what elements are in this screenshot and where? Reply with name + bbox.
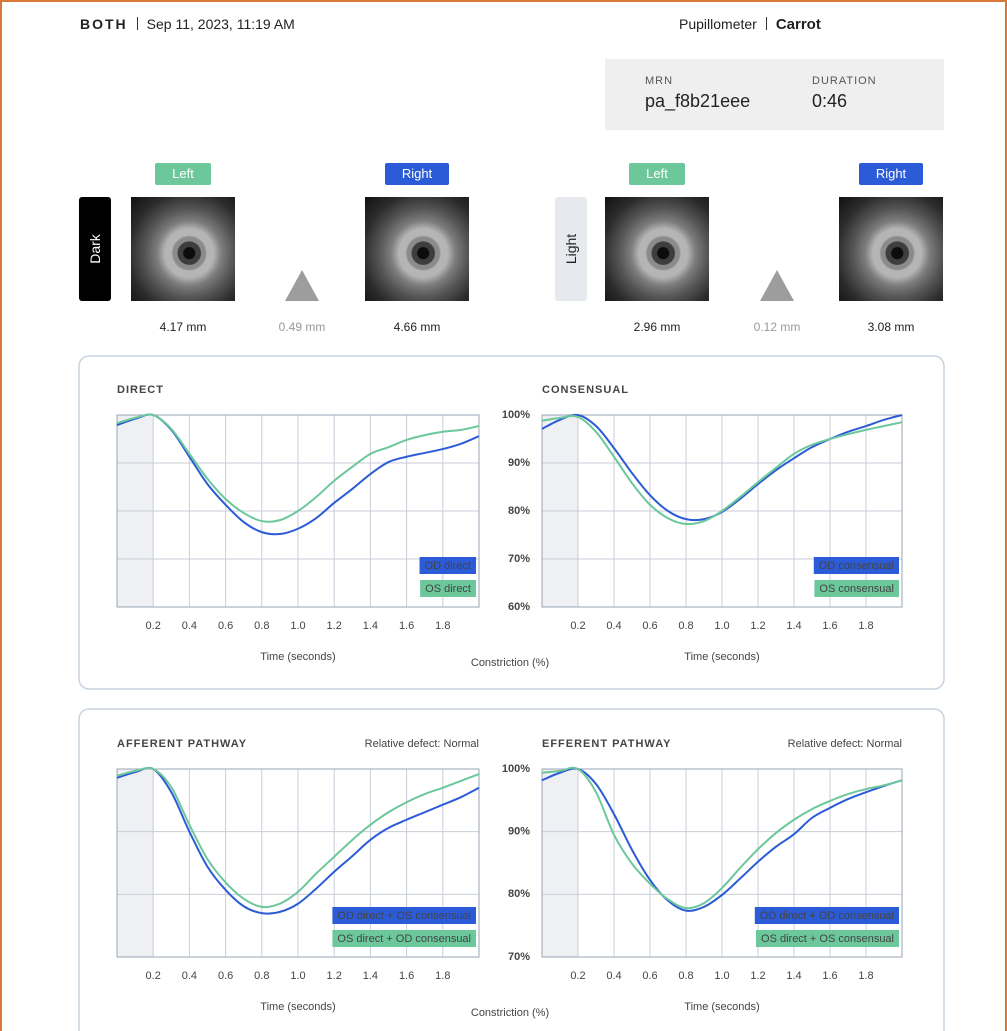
y-tick-label: 80% [508, 505, 530, 517]
baseline-region [542, 769, 578, 957]
legend-label: OD consensual [819, 560, 894, 572]
x-tick-label: 0.6 [218, 620, 233, 632]
x-tick-label: 0.2 [570, 620, 585, 632]
x-tick-label: 1.2 [327, 970, 342, 982]
x-tick-label: 1.0 [290, 970, 305, 982]
y-tick-label: 60% [508, 601, 530, 613]
y-axis-label: Constriction (%) [471, 657, 549, 669]
y-tick-label: 100% [502, 409, 530, 421]
x-axis-label: Time (seconds) [260, 1001, 335, 1013]
x-tick-label: 1.0 [290, 620, 305, 632]
x-tick-label: 1.0 [714, 970, 729, 982]
x-tick-label: 0.8 [254, 620, 269, 632]
x-tick-label: 1.2 [327, 620, 342, 632]
x-tick-label: 1.6 [399, 970, 414, 982]
x-tick-label: 1.8 [435, 970, 450, 982]
y-axis-label: Constriction (%) [471, 1007, 549, 1019]
x-tick-label: 1.2 [750, 970, 765, 982]
annotation: Relative defect: Normal [788, 738, 902, 750]
x-tick-label: 0.4 [606, 970, 621, 982]
x-tick-label: 1.6 [399, 620, 414, 632]
chart-title: EFFERENT PATHWAY [542, 738, 671, 750]
x-tick-label: 1.2 [750, 620, 765, 632]
y-tick-label: 80% [508, 888, 530, 900]
x-tick-label: 0.2 [146, 970, 161, 982]
x-tick-label: 1.8 [858, 620, 873, 632]
chart-title: CONSENSUAL [542, 384, 629, 396]
legend-label: OD direct [425, 560, 471, 572]
chart-title: DIRECT [117, 384, 164, 396]
x-tick-label: 1.8 [435, 620, 450, 632]
chart-title: AFFERENT PATHWAY [117, 738, 247, 750]
x-tick-label: 1.6 [822, 620, 837, 632]
x-axis-label: Time (seconds) [684, 651, 759, 663]
legend-label: OS direct [425, 583, 471, 595]
y-tick-label: 70% [508, 553, 530, 565]
legend-label: OD direct + OD consensual [760, 910, 894, 922]
x-axis-label: Time (seconds) [684, 1001, 759, 1013]
x-tick-label: 1.0 [714, 620, 729, 632]
x-tick-label: 0.8 [678, 970, 693, 982]
charts: DIRECT 0.2 0.4 0.6 0.8 1.0 1.2 1.4 1.6 1.8 Time (s… [2, 2, 1005, 1031]
baseline-region [117, 769, 153, 957]
y-tick-label: 70% [508, 951, 530, 963]
x-tick-label: 1.4 [786, 970, 801, 982]
x-tick-label: 1.4 [786, 620, 801, 632]
x-tick-label: 0.2 [570, 970, 585, 982]
legend-label: OS direct + OD consensual [337, 933, 471, 945]
annotation: Relative defect: Normal [365, 738, 479, 750]
y-tick-label: 90% [508, 826, 530, 838]
x-tick-label: 1.4 [363, 620, 378, 632]
x-tick-label: 1.6 [822, 970, 837, 982]
x-tick-label: 0.2 [146, 620, 161, 632]
x-tick-label: 0.4 [182, 970, 197, 982]
y-tick-label: 90% [508, 457, 530, 469]
x-tick-label: 1.4 [363, 970, 378, 982]
x-tick-label: 0.4 [606, 620, 621, 632]
legend-label: OS consensual [819, 583, 894, 595]
x-tick-label: 0.6 [218, 970, 233, 982]
x-tick-label: 0.4 [182, 620, 197, 632]
x-tick-label: 1.8 [858, 970, 873, 982]
y-tick-label: 100% [502, 763, 530, 775]
report: BOTHSep 11, 2023, 11:19 AM PupillometerC… [0, 0, 1007, 1031]
x-tick-label: 0.6 [642, 620, 657, 632]
x-tick-label: 0.8 [678, 620, 693, 632]
legend-label: OS direct + OS consensual [761, 933, 894, 945]
legend-label: OD direct + OS consensual [337, 910, 471, 922]
x-tick-label: 0.8 [254, 970, 269, 982]
x-tick-label: 0.6 [642, 970, 657, 982]
x-axis-label: Time (seconds) [260, 651, 335, 663]
